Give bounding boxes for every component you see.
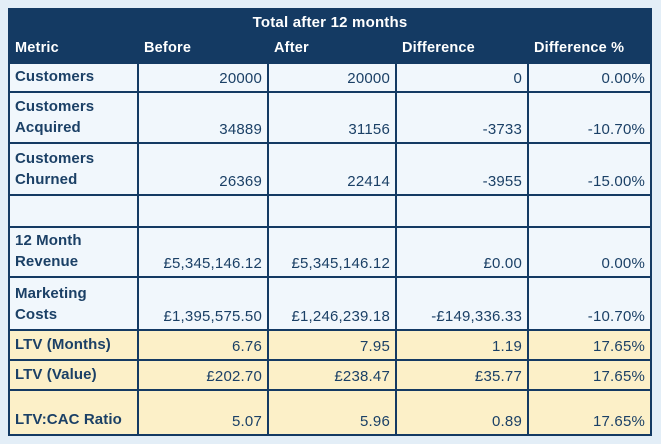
after-cell: 31156 (267, 91, 397, 144)
difference-pct-cell (526, 194, 653, 228)
metric-cell: Customers Acquired (8, 91, 139, 144)
metric-cell: Customers Churned (8, 142, 139, 196)
table-row-marketing-costs: Marketing Costs £1,395,575.50 £1,246,239… (8, 276, 653, 331)
metric-cell (8, 194, 139, 228)
table-row-customers-acquired: Customers Acquired 34889 31156 -3733 -10… (8, 91, 653, 144)
table-title-row: Total after 12 months (7, 8, 653, 36)
after-cell: £238.47 (267, 359, 397, 391)
metric-cell: LTV:CAC Ratio (8, 389, 139, 436)
col-header-before: Before (137, 34, 269, 64)
col-header-after: After (267, 34, 397, 64)
difference-pct-cell: -10.70% (526, 276, 653, 331)
col-header-difference-pct: Difference % (526, 34, 653, 64)
after-cell: 5.96 (267, 389, 397, 436)
table-title: Total after 12 months (7, 8, 653, 36)
difference-pct-cell: 17.65% (526, 359, 653, 391)
before-cell (137, 194, 269, 228)
before-cell: 20000 (137, 62, 269, 93)
table-row-ltv-value: LTV (Value) £202.70 £238.47 £35.77 17.65… (8, 359, 653, 391)
difference-cell: 0.89 (395, 389, 529, 436)
difference-cell (395, 194, 529, 228)
before-cell: £5,345,146.12 (137, 226, 269, 278)
difference-cell: -£149,336.33 (395, 276, 529, 331)
col-header-difference: Difference (395, 34, 529, 64)
table-row-ltv-cac-ratio: LTV:CAC Ratio 5.07 5.96 0.89 17.65% (8, 389, 653, 436)
table-row-customers-churned: Customers Churned 26369 22414 -3955 -15.… (8, 142, 653, 196)
after-cell: £5,345,146.12 (267, 226, 397, 278)
col-header-metric: Metric (8, 34, 139, 64)
difference-cell: -3955 (395, 142, 529, 196)
table-row-spacer (8, 194, 653, 228)
before-cell: £202.70 (137, 359, 269, 391)
difference-pct-cell: 17.65% (526, 389, 653, 436)
difference-pct-cell: 0.00% (526, 62, 653, 93)
difference-pct-cell: -15.00% (526, 142, 653, 196)
results-table: Total after 12 months Metric Before Afte… (7, 8, 653, 436)
difference-pct-cell: 0.00% (526, 226, 653, 278)
after-cell: £1,246,239.18 (267, 276, 397, 331)
after-cell: 22414 (267, 142, 397, 196)
metric-cell: 12 Month Revenue (8, 226, 139, 278)
difference-cell: 0 (395, 62, 529, 93)
before-cell: £1,395,575.50 (137, 276, 269, 331)
metric-cell: LTV (Value) (8, 359, 139, 391)
before-cell: 26369 (137, 142, 269, 196)
difference-pct-cell: -10.70% (526, 91, 653, 144)
difference-cell: -3733 (395, 91, 529, 144)
table-header-row: Metric Before After Difference Differenc… (8, 34, 653, 64)
before-cell: 34889 (137, 91, 269, 144)
before-cell: 6.76 (137, 329, 269, 361)
metric-cell: LTV (Months) (8, 329, 139, 361)
metric-cell: Marketing Costs (8, 276, 139, 331)
table-row-ltv-months: LTV (Months) 6.76 7.95 1.19 17.65% (8, 329, 653, 361)
after-cell: 7.95 (267, 329, 397, 361)
difference-pct-cell: 17.65% (526, 329, 653, 361)
metric-cell: Customers (8, 62, 139, 93)
after-cell (267, 194, 397, 228)
difference-cell: 1.19 (395, 329, 529, 361)
table-row-12-month-revenue: 12 Month Revenue £5,345,146.12 £5,345,14… (8, 226, 653, 278)
before-cell: 5.07 (137, 389, 269, 436)
table-row-customers: Customers 20000 20000 0 0.00% (8, 62, 653, 93)
difference-cell: £35.77 (395, 359, 529, 391)
difference-cell: £0.00 (395, 226, 529, 278)
after-cell: 20000 (267, 62, 397, 93)
